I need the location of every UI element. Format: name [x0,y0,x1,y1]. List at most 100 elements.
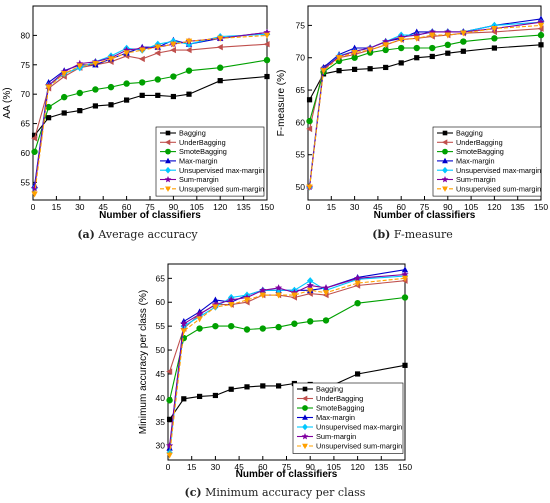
y-axis-label: Minimum accuracy per class (%) [138,290,149,434]
legend-label: SmoteBagging [316,404,364,413]
series-line [309,28,542,130]
x-tick-label: 30 [211,462,221,472]
x-tick-label: 60 [258,462,268,472]
legend-label: Bagging [179,129,206,138]
data-point [217,78,223,84]
legend-label: UnderBagging [456,138,503,147]
data-point [139,92,145,98]
data-point [307,277,314,285]
data-point [212,296,219,303]
data-point [185,38,193,45]
x-tick-label: 105 [464,202,478,212]
x-tick-label: 45 [98,202,108,212]
data-point [263,41,270,48]
x-tick-label: 60 [122,202,132,212]
x-tick-label: 135 [374,462,388,472]
data-point [186,91,192,97]
legend-marker [165,157,171,164]
y-tick-label: 80 [21,30,31,40]
data-point [401,266,409,273]
x-tick-label: 15 [327,202,337,212]
x-tick-label: 0 [306,202,311,212]
data-point [291,292,298,299]
data-point [244,384,250,390]
data-point [154,76,161,83]
data-point [263,32,271,39]
data-point [336,68,342,74]
data-point [212,322,219,330]
caption-label: (b) [372,228,391,241]
legend-marker [442,130,448,136]
x-tick-label: 120 [213,202,227,212]
data-point [398,44,405,52]
data-point [322,317,330,324]
data-point [170,93,176,100]
data-point [166,397,173,404]
data-point [335,55,343,62]
data-point [180,328,187,335]
legend-marker [302,405,308,411]
legend-label: SmoteBagging [179,147,227,156]
data-point [61,110,67,116]
y-tick-label: 75 [21,60,31,70]
series-line [34,43,268,139]
data-point [165,441,174,449]
data-point [429,44,436,52]
data-point [444,41,451,48]
data-point [413,35,420,42]
data-point [228,302,235,309]
data-point [185,67,193,74]
data-point [354,280,361,287]
data-point [320,68,327,75]
data-point [306,97,313,103]
data-point [92,61,99,68]
legend-marker [165,148,171,155]
y-tick-label: 65 [296,85,306,95]
x-tick-label: 105 [327,462,341,472]
caption-text: Average accuracy [98,228,198,241]
legend-label: Bagging [316,385,343,394]
x-tick-label: 0 [31,202,36,212]
y-tick-label: 50 [296,182,306,192]
data-point [401,294,409,301]
data-point [355,371,361,377]
data-point [92,103,98,109]
y-tick-label: 75 [296,20,306,30]
y-tick-label: 60 [296,117,306,127]
legend-marker [165,130,171,136]
data-point [60,93,68,101]
x-tick-label: 135 [511,202,525,212]
data-point [382,42,389,49]
y-axis-label: F-measure (%) [276,70,287,137]
y-tick-label: 60 [21,148,31,158]
y-tick-label: 45 [156,369,166,379]
legend-marker [442,157,448,164]
x-tick-label: 135 [237,202,251,212]
data-point [31,148,38,155]
data-point [197,393,203,400]
data-point [259,325,266,332]
x-tick-label: 90 [443,202,453,212]
data-point [398,37,405,44]
data-point [537,22,545,29]
data-point [538,42,544,48]
legend-label: Max-margin [316,413,355,422]
legend-marker [442,148,448,155]
y-tick-label: 55 [296,150,306,160]
legend-label: Unsupervised max-margin [179,166,264,175]
legend-marker [164,139,171,146]
x-tick-label: 30 [350,202,360,212]
caption-text: Minimum accuracy per class [205,486,366,499]
data-point [367,66,373,72]
data-point [429,53,435,60]
legend-label: SmoteBagging [456,147,504,156]
data-point [460,38,467,45]
data-point [322,290,330,297]
data-point [243,297,251,304]
data-point [196,316,203,323]
data-point [383,64,389,71]
data-point [352,66,358,72]
legend-label: Unsupervised max-margin [316,423,402,432]
x-axis-label: Number of classifiers [99,210,201,221]
legend-label: Sum-margin [456,175,496,184]
